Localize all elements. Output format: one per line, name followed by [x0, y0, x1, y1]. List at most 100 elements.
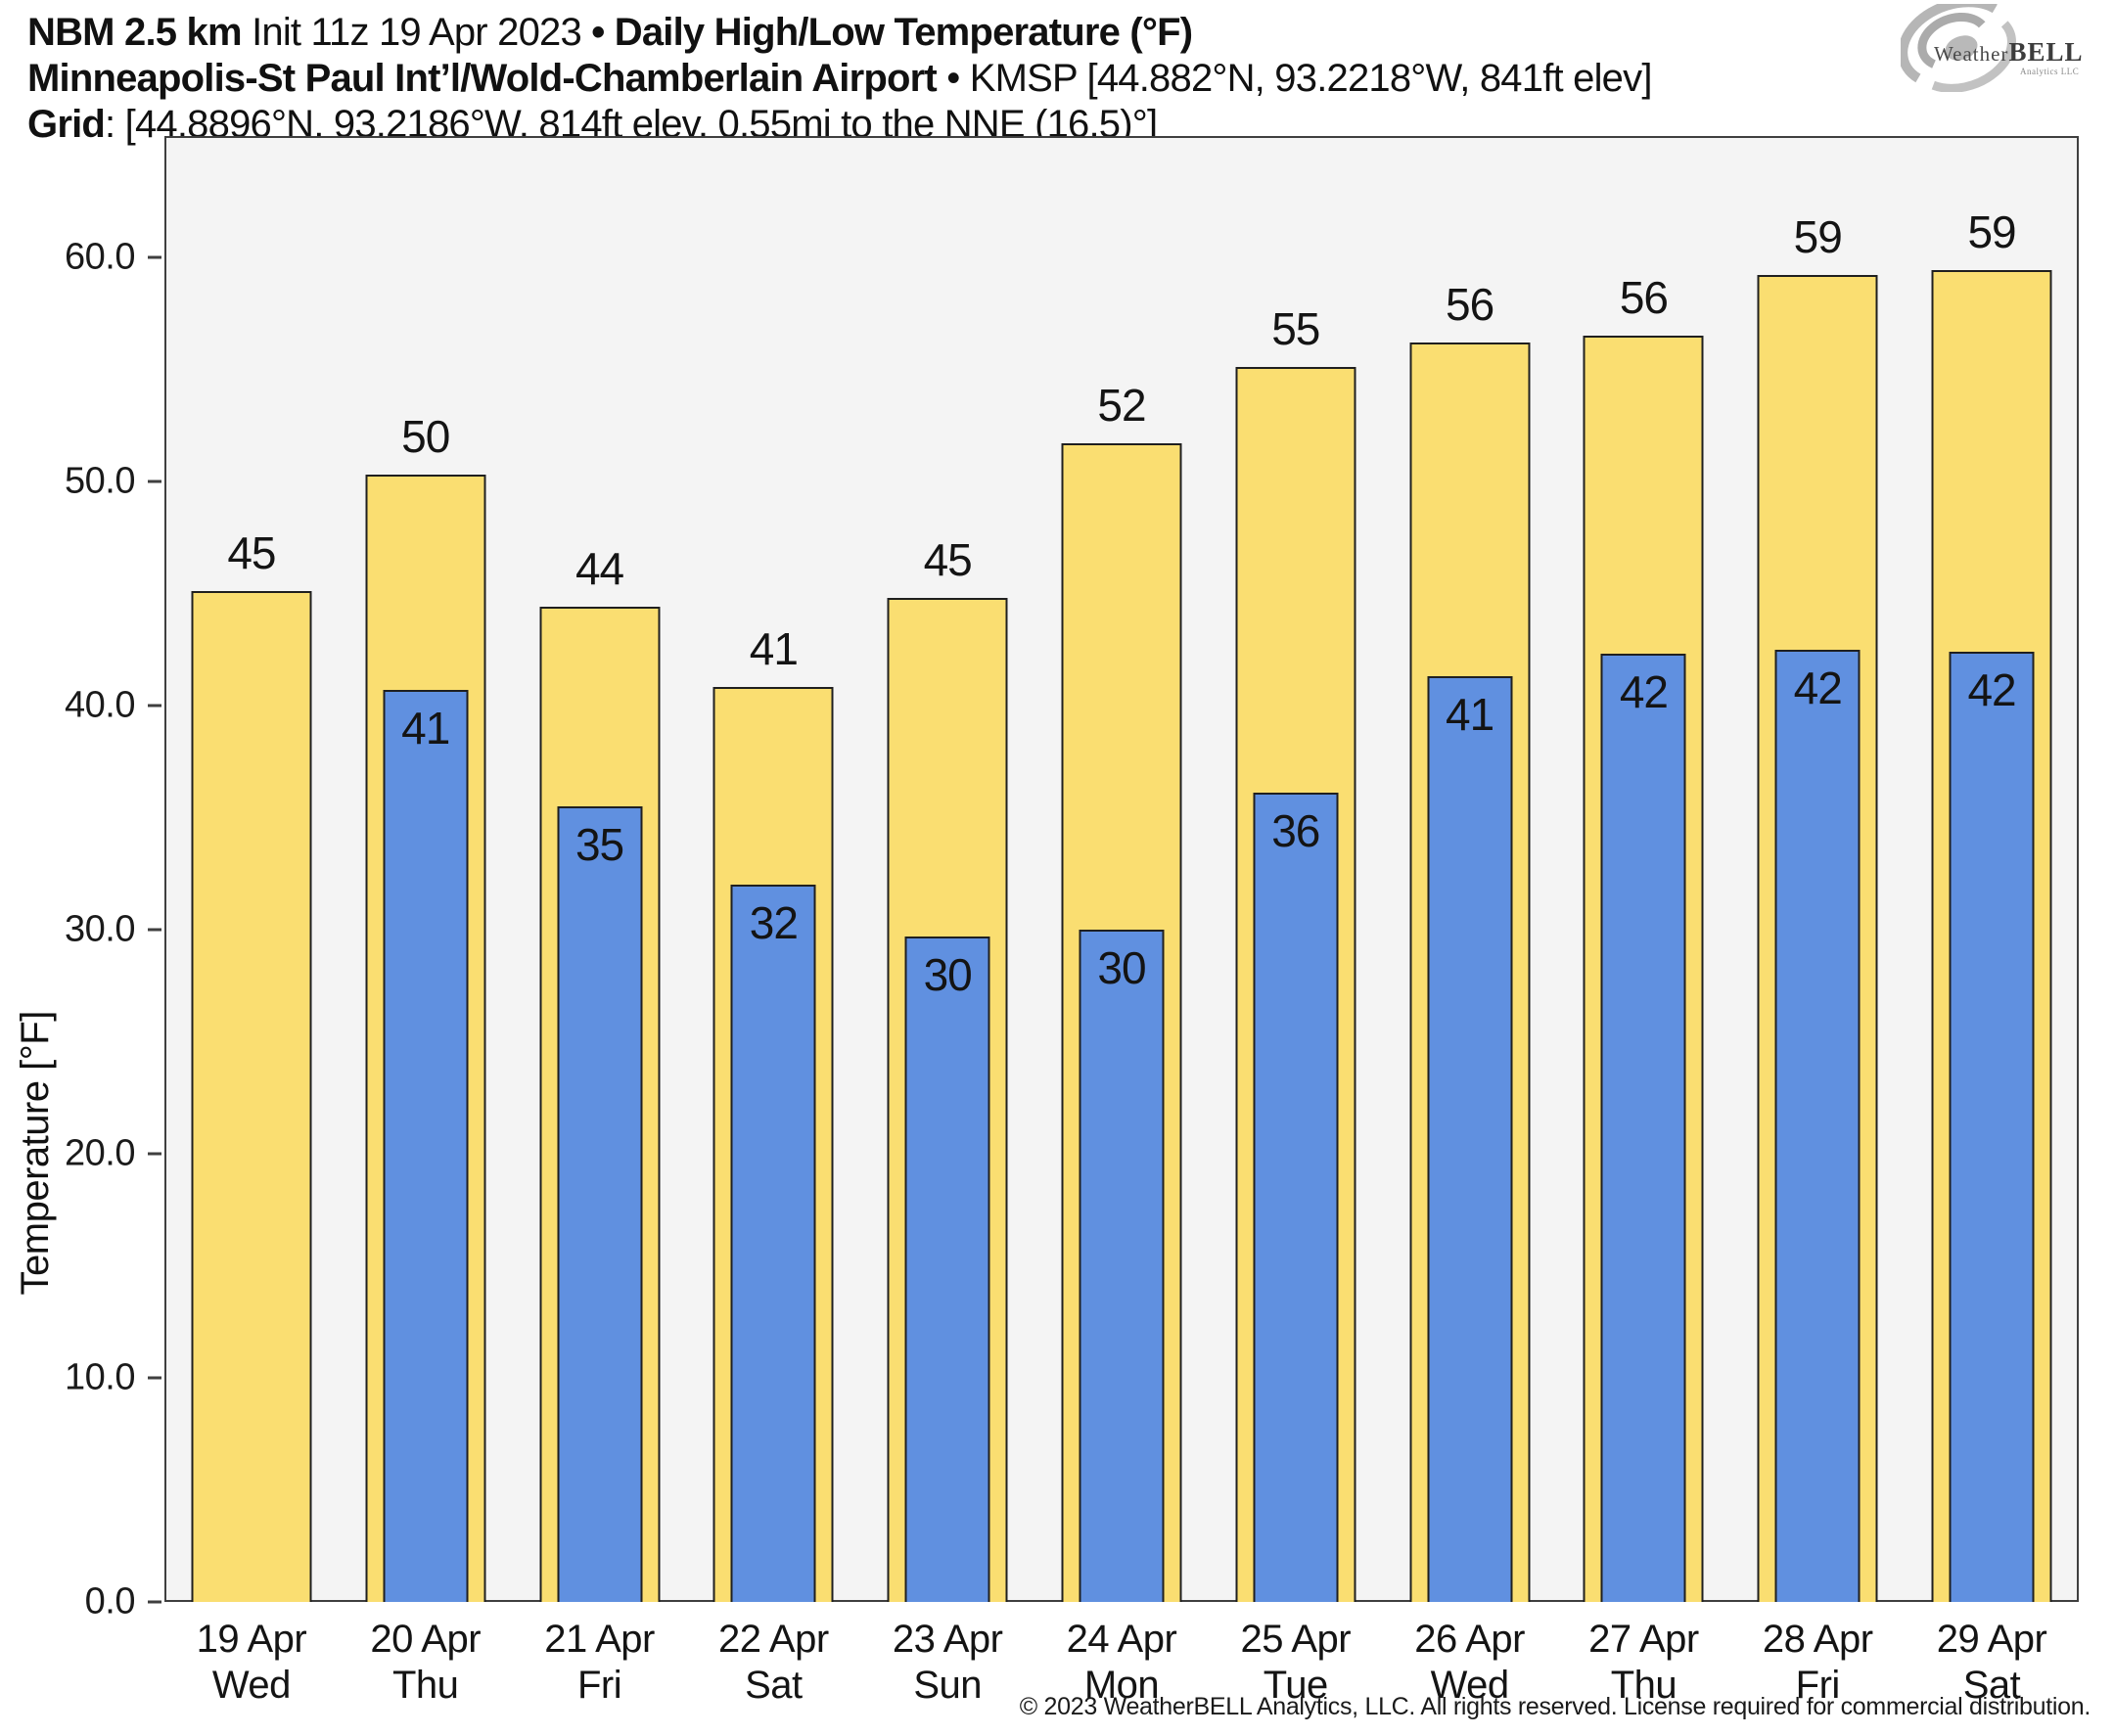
- x-tick-label: 26 Apr Wed: [1383, 1617, 1557, 1709]
- y-tick-mark: [148, 1152, 161, 1156]
- x-tick-day: Tue: [1263, 1664, 1328, 1707]
- x-tick-day: Wed: [211, 1664, 292, 1707]
- footer-copyright: © 2023 WeatherBELL Analytics, LLC. All r…: [1019, 1693, 2091, 1720]
- x-tick-label: 29 Apr Sat: [1905, 1617, 2079, 1709]
- bar-high-value: 52: [1097, 379, 1146, 431]
- bar-low-value: 41: [1446, 689, 1494, 741]
- init-time: Init 11z 19 Apr 2023: [241, 11, 592, 54]
- bar-low: 30: [904, 936, 990, 1602]
- y-tick-mark: [148, 480, 161, 483]
- bar-low-value: 42: [1967, 663, 2016, 715]
- x-tick-date: 20 Apr: [370, 1618, 482, 1661]
- y-tick-mark: [148, 1600, 161, 1604]
- x-tick-label: 21 Apr Fri: [513, 1617, 687, 1709]
- bar-group: 55 36: [1209, 136, 1383, 1602]
- bar-group: 50 41: [339, 136, 513, 1602]
- bar-high-value: 44: [574, 543, 624, 595]
- bar-group: 41 32: [686, 136, 860, 1602]
- bar-low-value: 41: [401, 702, 450, 754]
- x-tick-day: Sat: [1962, 1664, 2021, 1707]
- bar-low-value: 42: [1619, 666, 1669, 718]
- bar-low: 42: [1774, 649, 1861, 1602]
- x-tick-day: Wed: [1430, 1664, 1510, 1707]
- bar-low: 41: [383, 689, 469, 1602]
- product-title: Daily High/Low Temperature (°F): [604, 11, 1193, 54]
- x-tick-date: 24 Apr: [1066, 1618, 1177, 1661]
- y-tick-label: 50.0: [65, 460, 135, 502]
- bar-high-value: 55: [1271, 302, 1320, 354]
- x-tick-date: 25 Apr: [1240, 1618, 1352, 1661]
- bar-group: 52 30: [1034, 136, 1209, 1602]
- x-tick-day: Thu: [392, 1664, 459, 1707]
- x-tick-date: 29 Apr: [1936, 1618, 2047, 1661]
- y-tick-label: 60.0: [65, 236, 135, 278]
- bars-layer: 45 50 41 44 35 41 32 45 30 52 30 55 36 56 41 56 42 59 42 59…: [164, 136, 2079, 1602]
- bar-low: 36: [1253, 793, 1339, 1602]
- y-tick-mark: [148, 704, 161, 708]
- bar-low: 35: [557, 805, 643, 1602]
- bar-group: 45 30: [860, 136, 1034, 1602]
- bar-low: 41: [1427, 676, 1513, 1602]
- x-tick-date: 27 Apr: [1588, 1618, 1699, 1661]
- bar-group: 45: [164, 136, 339, 1602]
- bar-high-value: 59: [1967, 206, 2016, 258]
- bar-low: 42: [1949, 651, 2035, 1602]
- hurricane-swirl-icon: WeatherBELL Analytics LLC: [1898, 0, 2083, 93]
- x-tick-day: Sat: [745, 1664, 803, 1707]
- bullet-separator: •: [591, 11, 605, 54]
- x-tick-label: 24 Apr Mon: [1034, 1617, 1209, 1709]
- bar-high: [191, 590, 312, 1602]
- x-axis: 19 Apr Wed 20 Apr Thu 21 Apr Fri 22 Apr Sat 23 A…: [164, 1617, 2079, 1709]
- bar-low-value: 30: [1097, 941, 1146, 993]
- x-tick-label: 25 Apr Tue: [1209, 1617, 1383, 1709]
- bar-low-value: 35: [574, 818, 624, 870]
- x-tick-day: Sun: [913, 1664, 982, 1707]
- bar-group: 44 35: [513, 136, 687, 1602]
- bar-low-value: 30: [923, 948, 973, 1000]
- model-name: NBM 2.5 km: [27, 11, 243, 54]
- bar-low-value: 36: [1271, 805, 1320, 857]
- y-tick-label: 20.0: [65, 1132, 135, 1174]
- x-tick-day: Fri: [1795, 1664, 1841, 1707]
- x-tick-date: 22 Apr: [718, 1618, 829, 1661]
- bar-low: 42: [1600, 654, 1686, 1602]
- header-line-2: Minneapolis-St Paul Int’l/Wold-Chamberla…: [27, 56, 1652, 102]
- bar-low: 30: [1079, 929, 1165, 1602]
- bar-high-value: 45: [227, 526, 276, 578]
- x-tick-date: 21 Apr: [544, 1618, 655, 1661]
- bar-high-value: 45: [923, 533, 973, 585]
- x-tick-label: 27 Apr Thu: [1557, 1617, 1731, 1709]
- x-tick-label: 23 Apr Sun: [860, 1617, 1034, 1709]
- x-tick-label: 19 Apr Wed: [164, 1617, 339, 1709]
- x-tick-label: 28 Apr Fri: [1730, 1617, 1905, 1709]
- bar-high-value: 41: [749, 623, 799, 675]
- header-line-1: NBM 2.5 km Init 11z 19 Apr 2023 • Daily …: [27, 10, 1652, 56]
- bar-high-value: 50: [401, 410, 450, 462]
- grid-label: Grid: [27, 103, 106, 146]
- bar-high-value: 56: [1619, 271, 1669, 323]
- chart-header: NBM 2.5 km Init 11z 19 Apr 2023 • Daily …: [27, 10, 1652, 148]
- y-tick-label: 0.0: [84, 1580, 136, 1622]
- weatherbell-logo: WeatherBELL Analytics LLC: [1898, 0, 2096, 93]
- y-tick-mark: [148, 1376, 161, 1380]
- bar-group: 59 42: [1905, 136, 2079, 1602]
- x-tick-label: 22 Apr Sat: [686, 1617, 860, 1709]
- y-tick-mark: [148, 928, 161, 932]
- y-tick-mark: [148, 255, 161, 259]
- station-details: KMSP [44.882°N, 93.2218°W, 841ft elev]: [969, 57, 1653, 100]
- x-tick-day: Fri: [576, 1664, 622, 1707]
- logo-text: WeatherBELL: [1934, 37, 2083, 67]
- bar-high-value: 59: [1793, 211, 1843, 263]
- station-name: Minneapolis-St Paul Int’l/Wold-Chamberla…: [27, 57, 938, 100]
- bar-low-value: 42: [1793, 662, 1843, 713]
- bar-high-value: 56: [1446, 278, 1494, 330]
- x-tick-date: 19 Apr: [196, 1618, 307, 1661]
- x-tick-day: Mon: [1083, 1664, 1160, 1707]
- bar-low: 32: [730, 885, 816, 1602]
- y-tick-label: 10.0: [65, 1356, 135, 1398]
- x-tick-date: 26 Apr: [1414, 1618, 1525, 1661]
- bar-low-value: 32: [749, 897, 799, 949]
- x-tick-date: 28 Apr: [1762, 1618, 1873, 1661]
- bar-group: 59 42: [1730, 136, 1905, 1602]
- bar-group: 56 42: [1557, 136, 1731, 1602]
